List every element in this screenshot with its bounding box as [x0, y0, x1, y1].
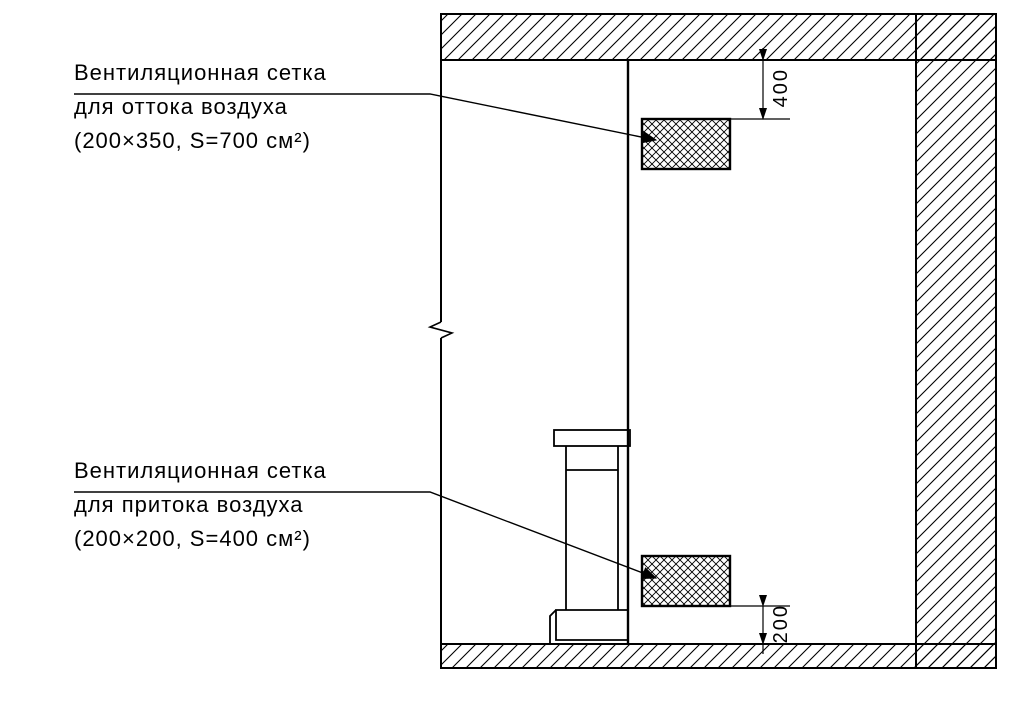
- vent-grille-top: [642, 119, 730, 169]
- dim-top-value: 400: [770, 68, 793, 107]
- label-bottom-line2: для притока воздуха: [74, 492, 304, 517]
- label-top-title: Вентиляционная сетка: [74, 60, 327, 85]
- label-bottom: Вентиляционная сетка для притока воздуха…: [74, 454, 327, 556]
- label-bottom-title: Вентиляционная сетка: [74, 458, 327, 483]
- label-bottom-line3: (200×200, S=400 см²): [74, 526, 311, 551]
- break-mark: [430, 322, 452, 338]
- vent-grille-bottom: [642, 556, 730, 606]
- dim-bottom-value: 200: [770, 604, 793, 643]
- label-top-line3: (200×350, S=700 см²): [74, 128, 311, 153]
- label-top-line2: для оттока воздуха: [74, 94, 288, 119]
- label-top: Вентиляционная сетка для оттока воздуха …: [74, 56, 327, 158]
- fireplace: [550, 430, 630, 644]
